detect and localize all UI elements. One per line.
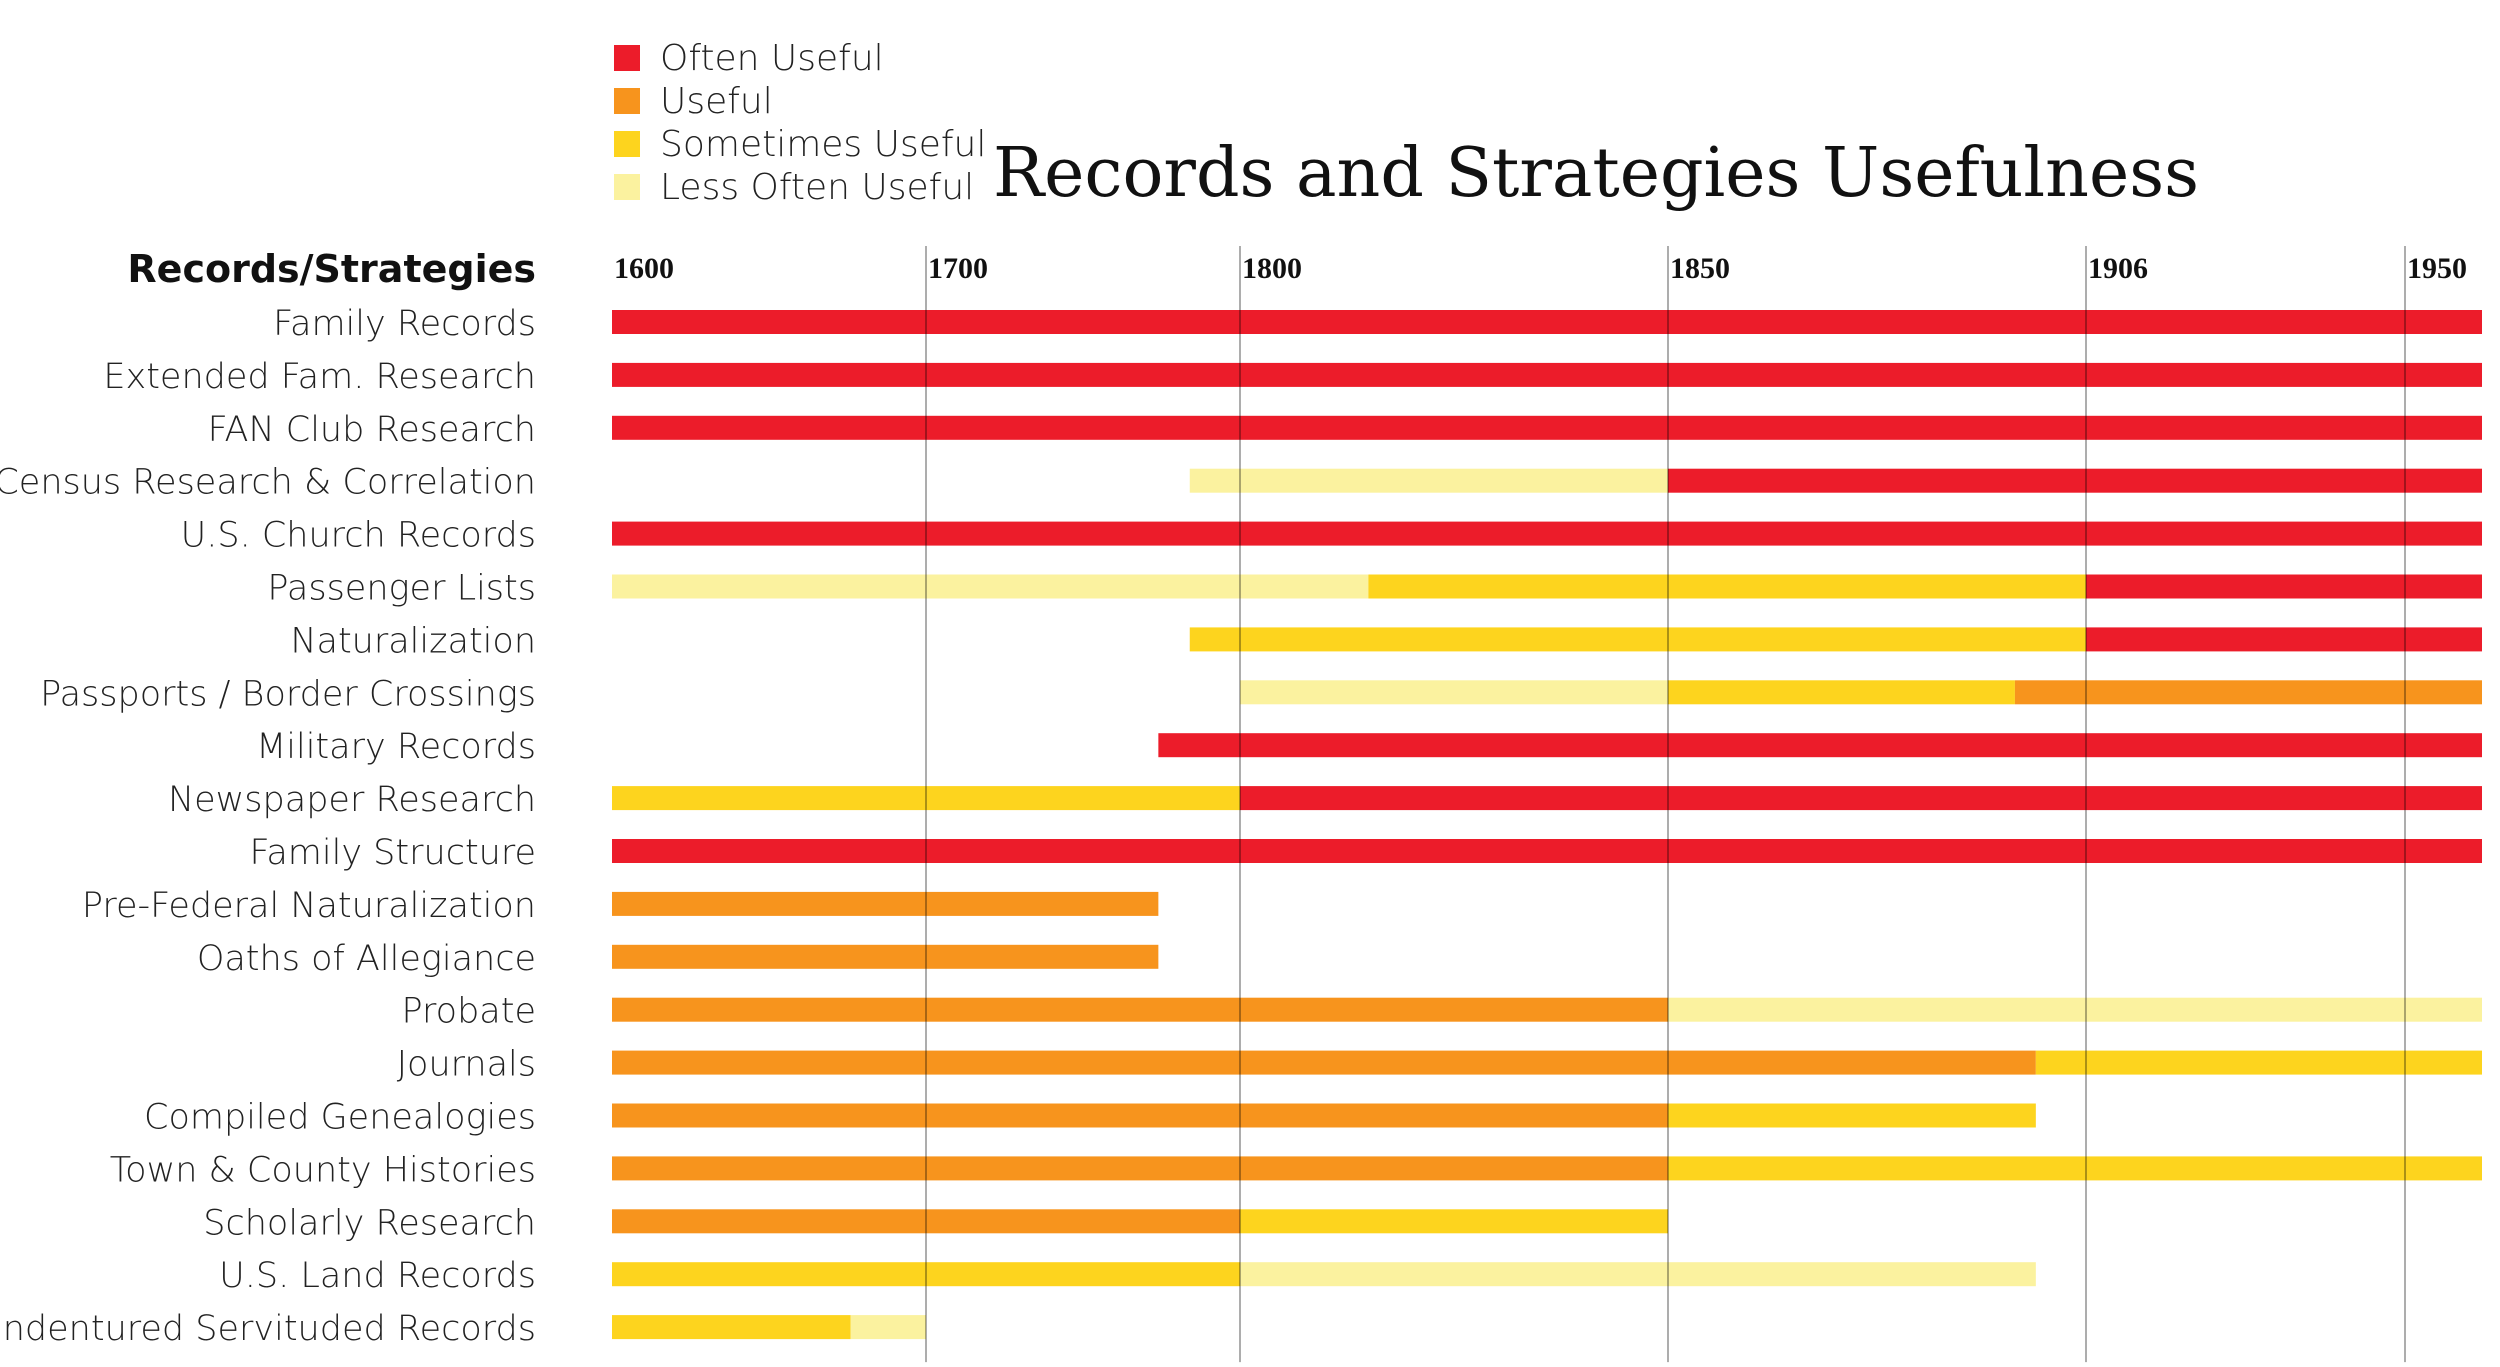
bar-segment-often: [2086, 574, 2482, 599]
bar-segment-often: [1668, 468, 2482, 493]
row-label: Census Research & Correlation: [0, 463, 536, 503]
bar-segment-less: [1240, 1262, 2036, 1287]
row-label: FAN Club Research: [208, 410, 536, 450]
tick-label-1700: 1700: [928, 252, 988, 285]
tick-label-1950: 1950: [2407, 252, 2467, 285]
row-label: Compiled Genealogies: [144, 1098, 536, 1138]
bar-segment-less: [1189, 468, 1668, 493]
bar-segment-often: [612, 521, 2482, 546]
bar-segment-less: [1240, 680, 1668, 705]
legend-swatch-sometimes: [614, 131, 640, 157]
bar-segment-less: [612, 574, 1369, 599]
bar-segment-often: [612, 839, 2482, 863]
bar-segment-often: [1158, 733, 2482, 758]
bar-segment-sometimes: [1189, 627, 2086, 652]
bar-segment-useful: [612, 997, 1668, 1022]
bar-segment-useful: [612, 891, 1159, 916]
bar-segment-sometimes: [1368, 574, 2086, 599]
row-label: Family Records: [273, 304, 536, 344]
row-label: Probate: [402, 992, 536, 1032]
row-label: Passports / Border Crossings: [40, 674, 536, 714]
bar-segment-often: [612, 415, 2482, 440]
row-label: Oaths of Allegiance: [197, 939, 536, 979]
row-label: Extended Fam. Research: [103, 357, 536, 397]
bar-segment-less: [1668, 997, 2482, 1022]
legend-label-useful: Useful: [660, 81, 773, 122]
row-label: Newspaper Research: [168, 780, 536, 820]
bar-segment-sometimes: [612, 1315, 851, 1340]
row-label: Passenger Lists: [267, 569, 536, 609]
bar-segment-useful: [612, 1156, 1668, 1181]
bar-segment-sometimes: [612, 786, 1240, 811]
bar-segment-sometimes: [1668, 1156, 2482, 1181]
legend-swatch-useful: [614, 88, 640, 114]
tick-label-1850: 1850: [1670, 252, 1730, 285]
bar-segment-sometimes: [1240, 1209, 1668, 1234]
legend-label-often: Often Useful: [660, 38, 884, 79]
bar-segment-useful: [2014, 680, 2482, 705]
tick-label-1906: 1906: [2088, 252, 2148, 285]
row-label: Journals: [397, 1045, 536, 1085]
row-label: U.S. Land Records: [219, 1256, 536, 1296]
row-header-label: Records/Strategies: [127, 247, 536, 291]
chart-rows: Family Records Extended Fam. Research FAN …: [0, 304, 2482, 1349]
row-label: Indentured Servituded Records: [0, 1309, 536, 1349]
row-label: Pre-Federal Naturalization: [82, 886, 536, 926]
legend-label-sometimes: Sometimes Useful: [660, 124, 986, 165]
bar-segment-often: [612, 362, 2482, 387]
bar-segment-sometimes: [612, 1262, 1240, 1287]
tick-label-1600: 1600: [614, 252, 674, 285]
row-label: Town & County Histories: [110, 1150, 536, 1190]
bar-segment-often: [612, 310, 2482, 334]
bar-segment-sometimes: [2035, 1050, 2482, 1075]
bar-segment-less: [850, 1315, 926, 1340]
legend-swatch-less: [614, 174, 640, 200]
bar-segment-useful: [612, 944, 1159, 969]
bar-segment-often: [1240, 786, 2482, 811]
row-label: Military Records: [256, 727, 536, 767]
bar-segment-useful: [612, 1050, 2036, 1075]
axis-ticks: 1600 1700 1800 1850 1906 1950: [614, 252, 2467, 285]
legend-label-less: Less Often Useful: [660, 167, 974, 208]
row-label: U.S. Church Records: [181, 516, 536, 556]
bar-segment-sometimes: [1668, 1103, 2036, 1128]
row-label: Naturalization: [290, 621, 536, 661]
tick-label-1800: 1800: [1242, 252, 1302, 285]
row-label: Family Structure: [249, 833, 536, 873]
gridlines: [925, 246, 2406, 1363]
bar-segment-useful: [612, 1209, 1240, 1234]
chart-title: Records and Strategies Usefulness: [993, 134, 2199, 213]
bar-segment-useful: [612, 1103, 1668, 1128]
bar-segment-sometimes: [1668, 680, 2015, 705]
row-label: Scholarly Research: [203, 1203, 536, 1243]
bar-segment-often: [2086, 627, 2482, 652]
legend-swatch-often: [614, 45, 640, 71]
